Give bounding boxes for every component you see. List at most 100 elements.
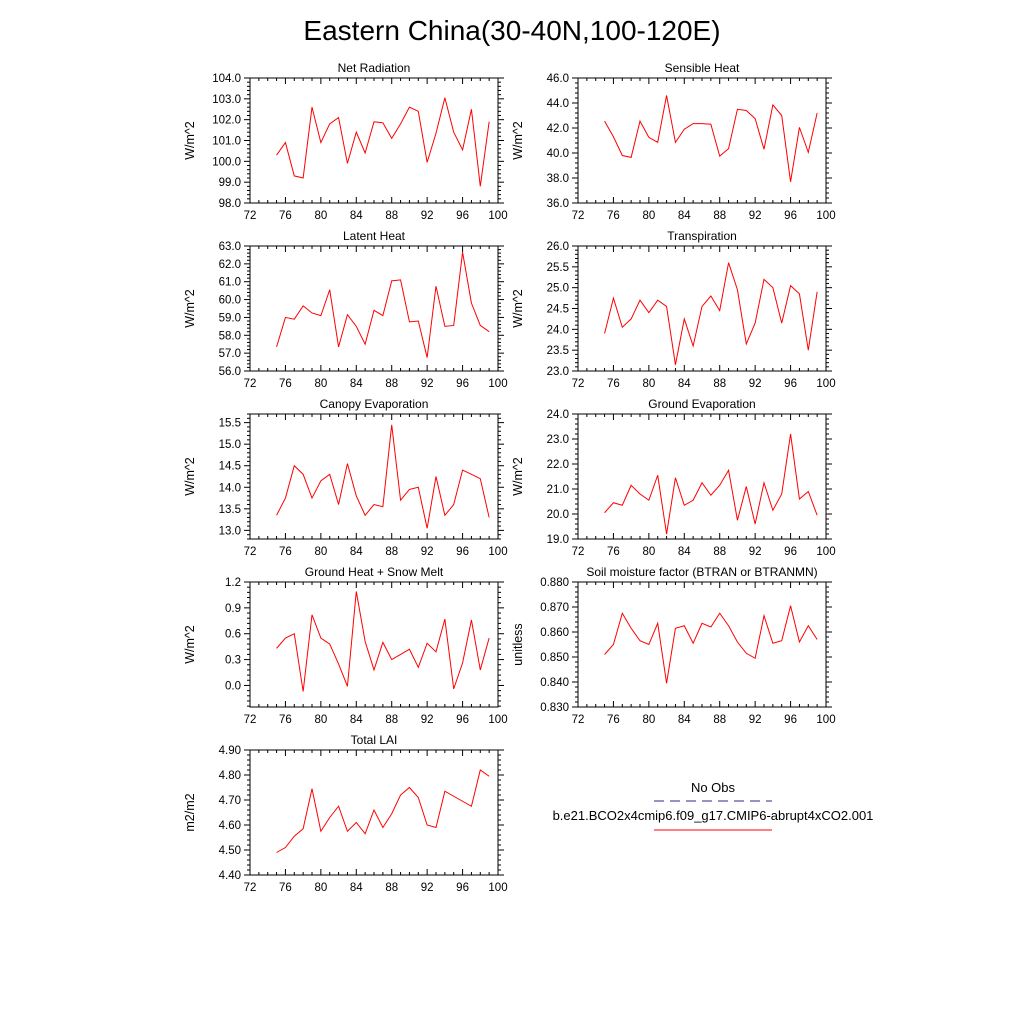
y-axis-label: W/m^2 [183,625,197,664]
data-point [798,498,800,500]
data-point [621,504,623,506]
series-line [604,95,818,182]
panel-title: Net Radiation [338,61,411,75]
data-point [683,128,685,130]
y-tick-label: 40.0 [547,148,569,160]
data-point [293,465,295,467]
data-point [329,473,331,475]
y-tick-label: 56.0 [219,366,241,378]
panel-ground-heat-snow-melt: Ground Heat + Snow Melt W/m^2 72 76 80 84 88 92… [183,565,508,726]
data-point [754,523,756,525]
panel-canopy-evaporation: Canopy Evaporation W/m^2 72 76 80 84 88 92 96 100… [183,397,508,558]
data-point [612,136,614,138]
panel-total-lai: Total LAI m2/m2 72 76 80 84 88 92 96 100 4.40 4.50 4… [183,733,508,894]
data-point [488,775,490,777]
x-tick-label: 100 [488,882,507,894]
y-tick-label: 58.0 [219,330,241,342]
data-point [302,690,304,692]
data-point [701,622,703,624]
data-point [320,637,322,639]
data-point [745,109,747,111]
data-point [745,343,747,345]
y-tick-label: 25.0 [547,283,569,295]
data-point [293,175,295,177]
data-point [399,123,401,125]
data-point [355,325,357,327]
data-point [621,154,623,156]
panel-title: Latent Heat [343,229,406,243]
data-point [470,108,472,110]
y-axis-label: unitless [511,623,525,665]
x-tick-label: 88 [385,546,398,558]
data-point [320,830,322,832]
data-point [798,293,800,295]
data-point [479,324,481,326]
x-tick-label: 96 [456,714,469,726]
data-point [435,651,437,653]
data-point [674,627,676,629]
x-tick-label: 72 [572,546,585,558]
x-tick-label: 92 [421,210,434,222]
data-point [807,625,809,627]
data-point [426,824,428,826]
y-axis-label: W/m^2 [183,457,197,496]
data-point [816,112,818,114]
x-tick-label: 96 [456,546,469,558]
data-point [612,502,614,504]
y-tick-label: 57.0 [219,348,241,360]
data-point [373,121,375,123]
x-tick-label: 80 [642,378,655,390]
series-line [276,769,490,853]
data-point [364,514,366,516]
y-tick-label: 24.0 [547,409,569,421]
data-point [435,132,437,134]
data-point [674,477,676,479]
panel-latent-heat: Latent Heat W/m^2 72 76 80 84 88 92 96 100 56.0 57.… [183,229,508,390]
y-tick-label: 13.5 [219,504,241,516]
data-point [648,499,650,501]
series-line [276,424,490,529]
panel-title: Ground Evaporation [648,397,755,411]
x-tick-label: 76 [279,714,292,726]
data-point [488,121,490,123]
data-point [337,116,339,118]
data-point [382,314,384,316]
data-point [453,503,455,505]
data-point [789,181,791,183]
x-tick-label: 76 [279,210,292,222]
data-point [630,318,632,320]
data-point [382,505,384,507]
data-point [311,614,313,616]
data-point [302,828,304,830]
y-tick-label: 44.0 [547,98,569,110]
data-point [754,117,756,119]
data-point [391,280,393,282]
data-point [426,161,428,163]
data-point [444,325,446,327]
y-axis-label: W/m^2 [183,121,197,160]
data-point [302,305,304,307]
x-tick-label: 84 [678,378,691,390]
y-tick-label: 100.0 [212,156,241,168]
data-point [426,642,428,644]
data-point [479,185,481,187]
y-tick-label: 23.0 [547,434,569,446]
data-point [603,120,605,122]
x-tick-label: 100 [816,378,835,390]
y-tick-label: 46.0 [547,73,569,85]
data-point [798,641,800,643]
x-tick-label: 76 [279,546,292,558]
panel-title: Canopy Evaporation [320,397,429,411]
data-point [488,637,490,639]
x-tick-label: 76 [607,378,620,390]
data-point [665,305,667,307]
data-point [683,625,685,627]
data-point [284,846,286,848]
y-tick-label: 0.6 [225,629,241,641]
data-point [444,790,446,792]
data-point [807,349,809,351]
data-point [311,106,313,108]
y-axis-label: m2/m2 [183,793,197,831]
data-point [302,473,304,475]
series-line [276,252,490,358]
